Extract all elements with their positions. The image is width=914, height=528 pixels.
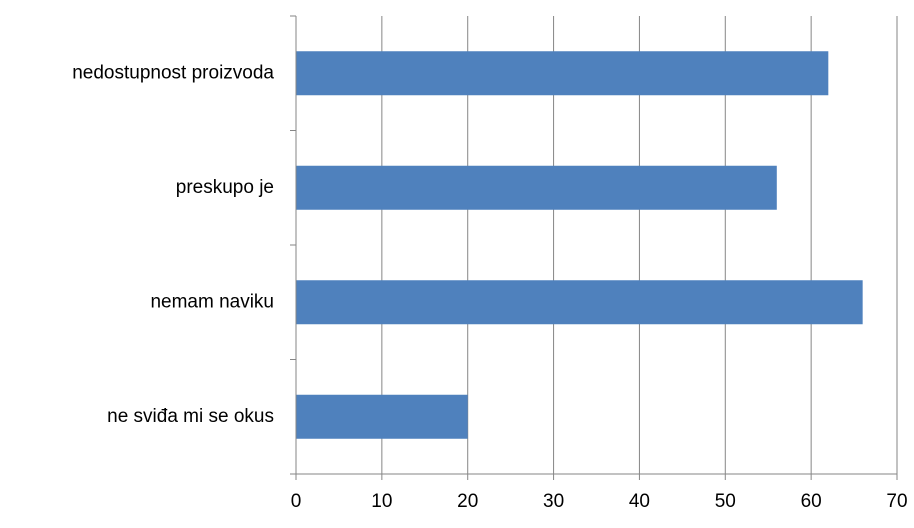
bar: [296, 394, 468, 439]
x-tick-label: 30: [543, 491, 564, 512]
x-tick-label: 40: [629, 491, 650, 512]
x-tick-label: 0: [291, 491, 302, 512]
bar: [296, 51, 829, 96]
bar: [296, 165, 777, 210]
x-tick-label: 50: [715, 491, 736, 512]
y-tick-label: nemam naviku: [150, 291, 274, 312]
x-tick-label: 60: [801, 491, 822, 512]
x-tick-label: 20: [457, 491, 478, 512]
bar: [296, 280, 863, 325]
y-tick-label: preskupo je: [176, 177, 274, 198]
x-tick-label: 70: [886, 491, 907, 512]
y-tick-label: nedostupnost proizvoda: [72, 62, 274, 83]
x-tick-label: 10: [371, 491, 392, 512]
y-tick-label: ne sviđa mi se okus: [107, 406, 274, 427]
